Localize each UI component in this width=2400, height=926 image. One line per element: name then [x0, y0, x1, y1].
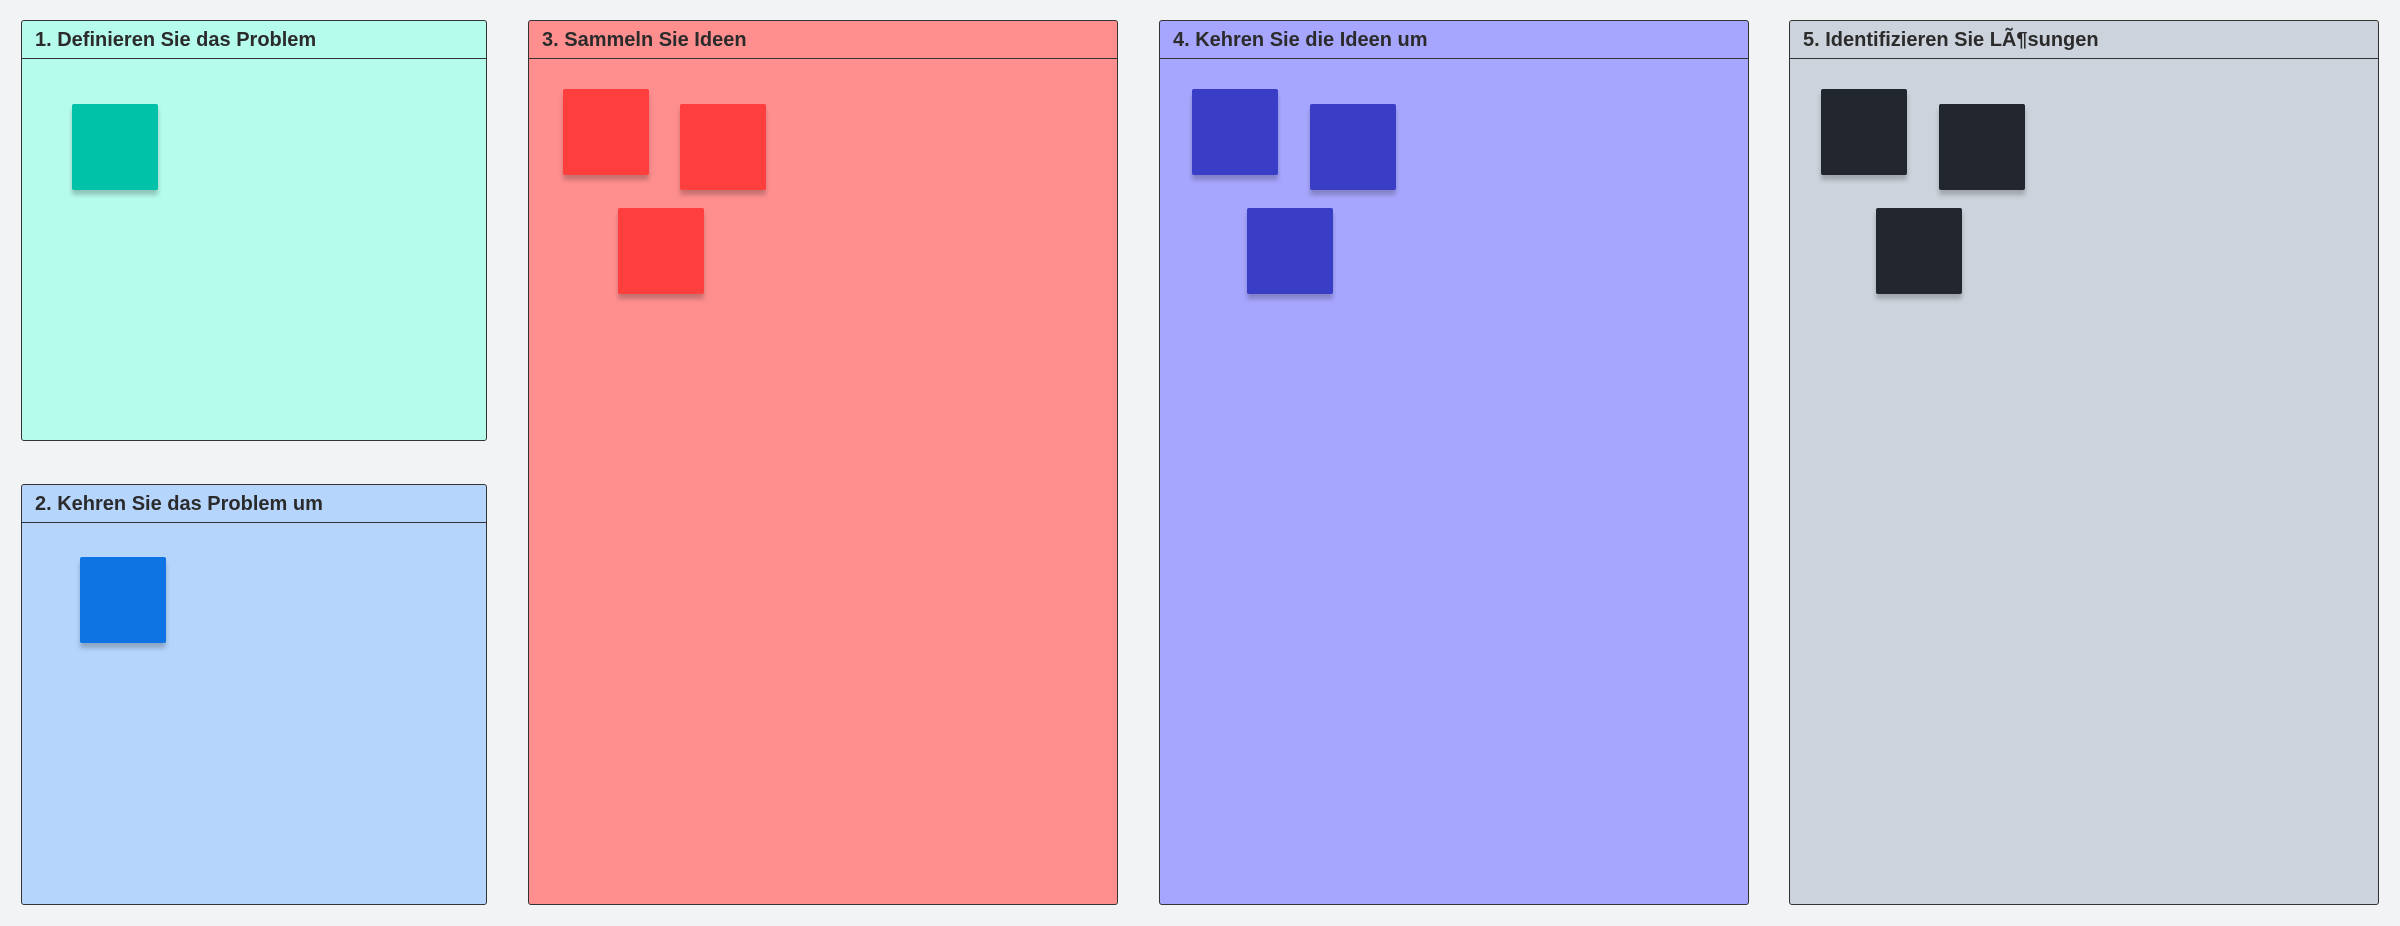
sticky-note[interactable]: [1876, 208, 1962, 294]
frame-title: 4. Kehren Sie die Ideen um: [1160, 21, 1748, 59]
sticky-note[interactable]: [1310, 104, 1396, 190]
sticky-note[interactable]: [680, 104, 766, 190]
frame-title: 2. Kehren Sie das Problem um: [22, 485, 486, 523]
sticky-note[interactable]: [72, 104, 158, 190]
sticky-note[interactable]: [1192, 89, 1278, 175]
sticky-note[interactable]: [618, 208, 704, 294]
sticky-note[interactable]: [80, 557, 166, 643]
sticky-note[interactable]: [1821, 89, 1907, 175]
frame-title: 3. Sammeln Sie Ideen: [529, 21, 1117, 59]
sticky-note[interactable]: [1247, 208, 1333, 294]
frame-reverse-problem[interactable]: 2. Kehren Sie das Problem um: [21, 484, 487, 905]
frame-title: 5. Identifizieren Sie LÃ¶sungen: [1790, 21, 2378, 59]
sticky-note[interactable]: [563, 89, 649, 175]
frame-define-problem[interactable]: 1. Definieren Sie das Problem: [21, 20, 487, 441]
frame-title: 1. Definieren Sie das Problem: [22, 21, 486, 59]
sticky-note[interactable]: [1939, 104, 2025, 190]
